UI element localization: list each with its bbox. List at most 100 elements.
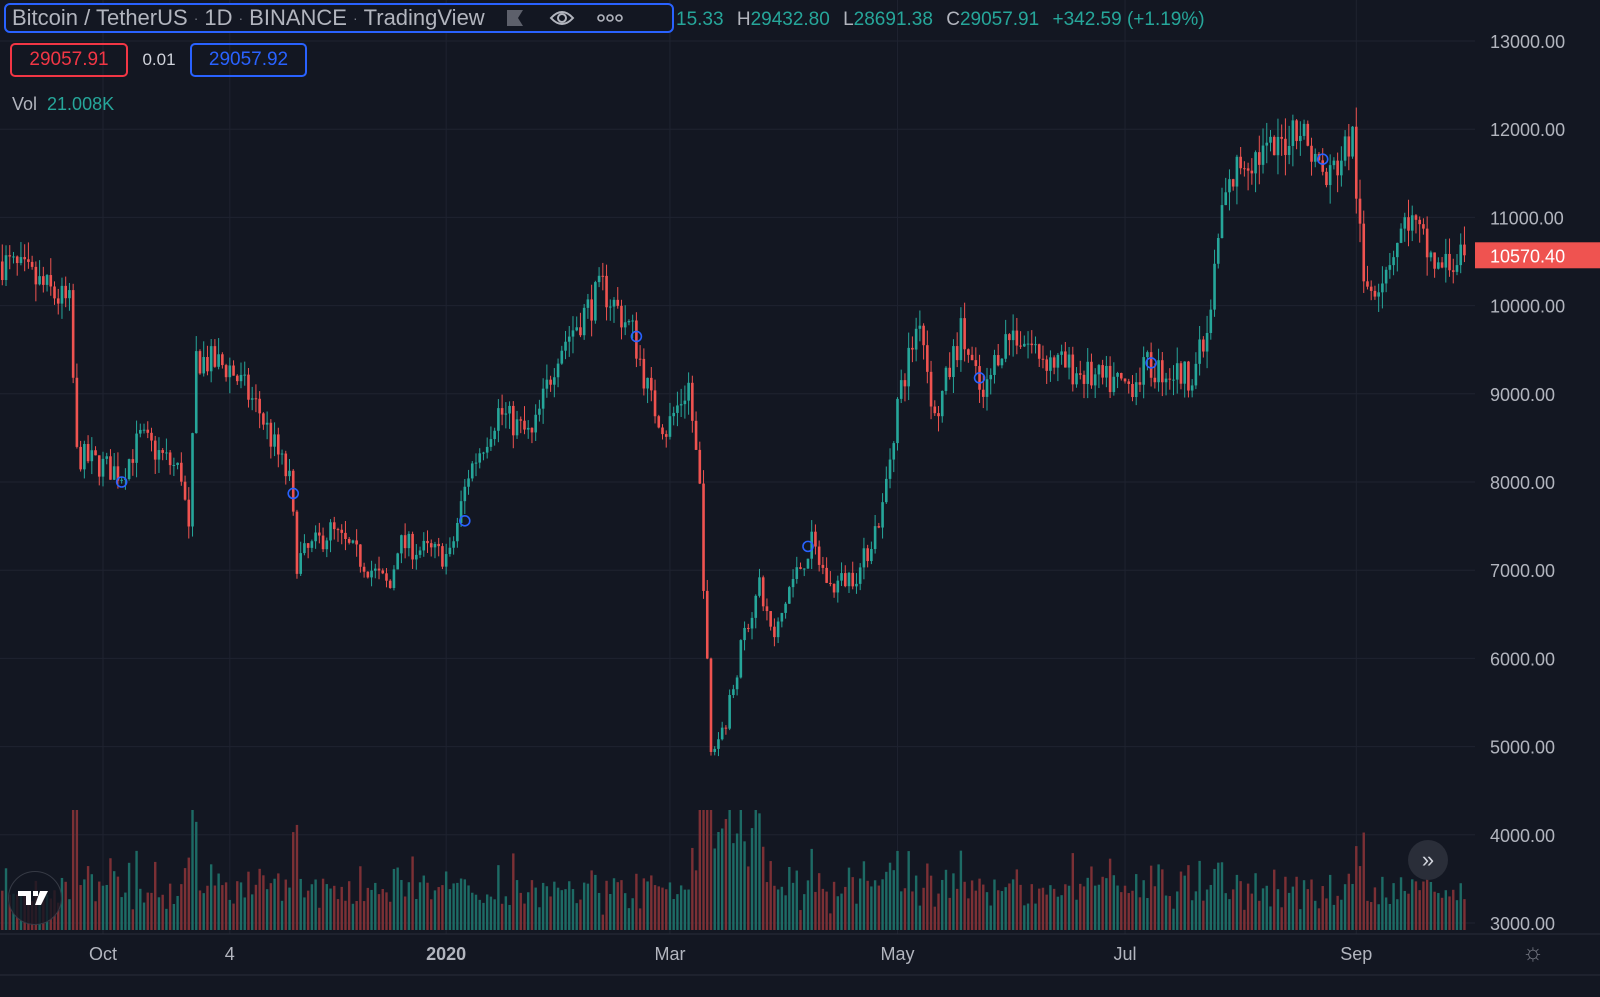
volume-bar — [780, 886, 784, 930]
volume-bar — [1142, 880, 1145, 930]
volume-bar — [762, 846, 765, 930]
candle-body — [482, 452, 485, 454]
volume-bar — [154, 861, 157, 930]
volume-bar — [620, 880, 623, 930]
candle-body — [1433, 252, 1436, 269]
price-tick-label: 8000.00 — [1490, 473, 1555, 493]
volume-bar — [1392, 883, 1395, 930]
candle-body — [1008, 334, 1011, 341]
candle-body — [899, 380, 903, 399]
volume-bar — [374, 882, 377, 930]
candle-body — [187, 499, 191, 527]
volume-bar — [847, 867, 851, 930]
candle-body — [277, 434, 280, 455]
candle-body — [911, 347, 914, 350]
candle-body — [638, 358, 642, 360]
candle-body — [202, 357, 206, 374]
candle-body — [291, 470, 295, 512]
more-icon[interactable] — [596, 13, 623, 23]
volume-bar — [1187, 865, 1190, 930]
trade-marker[interactable] — [973, 372, 986, 384]
price-tick-label: 10000.00 — [1490, 297, 1565, 317]
volume-bar — [870, 886, 873, 930]
volume-bar — [799, 910, 802, 930]
volume-bar — [68, 899, 71, 930]
volume-bar — [392, 868, 396, 930]
trade-marker[interactable] — [115, 476, 128, 488]
volume-bar — [900, 891, 903, 930]
candle-body — [1142, 357, 1145, 385]
symbol-legend[interactable]: Bitcoin / TetherUS · 1D · BINANCE · Trad… — [4, 3, 674, 33]
candle-body — [761, 577, 765, 607]
volume-bar — [683, 889, 687, 930]
tradingview-logo[interactable] — [8, 871, 62, 925]
candle-body — [523, 420, 526, 430]
candle-body — [1239, 156, 1242, 169]
trade-marker[interactable] — [1145, 357, 1157, 369]
trade-marker[interactable] — [459, 515, 471, 527]
volume-bar — [967, 898, 970, 930]
candle-body — [19, 257, 23, 264]
eye-icon[interactable] — [549, 8, 575, 28]
volume-bar — [347, 881, 351, 930]
trade-marker[interactable] — [287, 487, 300, 500]
volume-legend[interactable]: Vol 21.008K — [12, 94, 115, 114]
trade-marker[interactable] — [630, 330, 643, 343]
volume-bar — [90, 874, 94, 930]
gear-icon[interactable]: ☼ — [1522, 939, 1544, 966]
volume-bar — [1097, 884, 1101, 930]
candle-body — [1369, 286, 1373, 291]
candle-body — [627, 321, 631, 323]
volume-bar — [400, 879, 403, 930]
volume-bar — [579, 899, 582, 930]
volume-bar — [98, 881, 101, 930]
volume-bar — [985, 892, 989, 930]
candle-body — [1310, 145, 1313, 162]
candle-body — [79, 446, 82, 470]
volume-bar — [377, 894, 381, 930]
buy-button[interactable]: 29057.92 — [190, 43, 307, 77]
flag-icon[interactable] — [505, 8, 525, 28]
candle-body — [605, 275, 608, 308]
scroll-to-realtime-button[interactable]: » — [1408, 840, 1448, 880]
volume-bar — [676, 894, 679, 930]
trade-marker[interactable] — [802, 540, 814, 553]
volume-bar — [1172, 908, 1175, 930]
candle-body — [978, 366, 981, 390]
candle-body — [758, 577, 761, 596]
volume-bar — [1384, 897, 1388, 930]
candle-body — [929, 371, 933, 407]
candle-body — [1175, 363, 1179, 380]
volume-bar — [1291, 886, 1295, 930]
price-axis-bg[interactable] — [1475, 0, 1600, 997]
candle-body — [657, 416, 661, 428]
candle-body — [247, 374, 250, 400]
candle-body — [1000, 358, 1004, 366]
candle-body — [1328, 165, 1332, 186]
candle-body — [724, 727, 728, 729]
candle-body — [478, 453, 482, 463]
volume-bar — [221, 885, 224, 930]
candle-body — [355, 540, 358, 545]
sell-button[interactable]: 29057.91 — [10, 43, 128, 77]
volume-bar — [970, 880, 974, 930]
volume-bar — [597, 892, 601, 930]
volume-bar — [441, 885, 444, 930]
price-axis[interactable]: 13000.00 12000.00 11000.00 10000.00 9000.00 8… — [1475, 0, 1600, 997]
candle-body — [1332, 160, 1336, 166]
volume-bar — [452, 883, 455, 930]
volume-bar — [1030, 884, 1033, 930]
candle-body — [56, 298, 60, 304]
candle-body — [1119, 372, 1123, 379]
time-axis[interactable]: Oct 4 2020 Mar May Jul Sep — [0, 933, 1600, 976]
volume-bar — [448, 889, 452, 930]
volume-bar — [407, 882, 411, 930]
candle-body — [653, 390, 657, 417]
volume-bar — [594, 874, 597, 930]
candle-body — [116, 466, 120, 481]
volume-bar — [1437, 893, 1440, 930]
candle-body — [914, 328, 918, 350]
candle-body — [1019, 345, 1022, 347]
trade-marker[interactable] — [1316, 153, 1329, 165]
